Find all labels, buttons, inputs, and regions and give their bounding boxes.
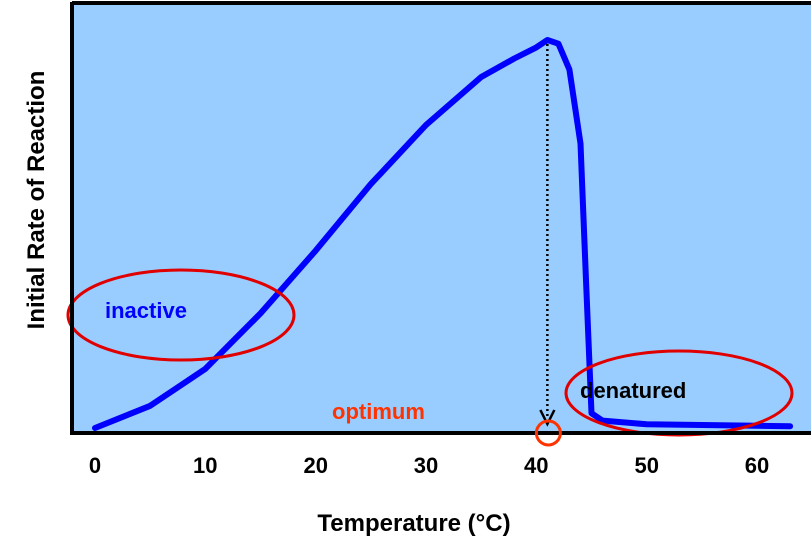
x-axis-title: Temperature (°C) [317, 510, 510, 537]
inactive-label: inactive [105, 298, 187, 323]
optimum-circle-marker [534, 419, 562, 447]
x-tick-label-10: 10 [193, 453, 217, 478]
denatured-label: denatured [580, 378, 686, 403]
inactive-highlight-ellipse [66, 268, 296, 362]
y-axis-title: Initial Rate of Reaction [23, 71, 50, 330]
x-tick-label-0: 0 [89, 453, 101, 478]
x-tick-label-60: 60 [745, 453, 769, 478]
x-tick-label-50: 50 [634, 453, 658, 478]
x-tick-label-40: 40 [524, 453, 548, 478]
x-tick-label-20: 20 [303, 453, 327, 478]
optimum-arrowhead [539, 409, 556, 427]
x-tick-label-30: 30 [414, 453, 438, 478]
optimum-label: optimum [332, 399, 425, 424]
plot-area [72, 2, 811, 432]
